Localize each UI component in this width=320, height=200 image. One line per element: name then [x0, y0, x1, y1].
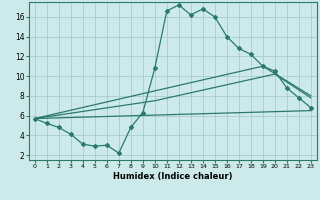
X-axis label: Humidex (Indice chaleur): Humidex (Indice chaleur) [113, 172, 233, 181]
